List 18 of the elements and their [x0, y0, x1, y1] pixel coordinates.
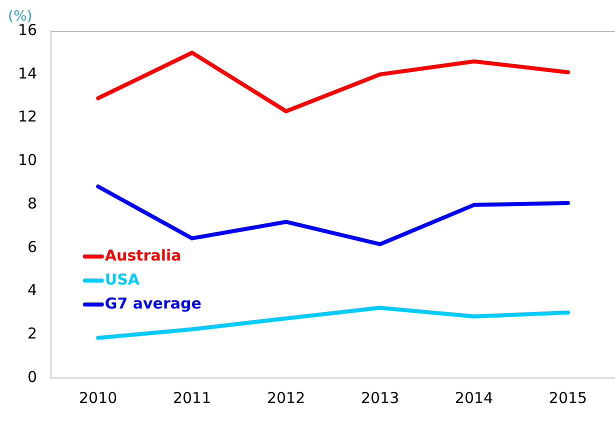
y-tick-label: 12 [18, 108, 38, 126]
y-tick-label: 14 [18, 64, 38, 82]
legend-label: Australia [104, 246, 182, 264]
x-tick-label: 2012 [266, 388, 306, 407]
x-tick-label: 2014 [454, 388, 494, 407]
legend-label: G7 average [104, 294, 202, 312]
y-tick-label: 4 [28, 281, 38, 300]
x-tick-label: 2015 [548, 388, 588, 407]
y-tick-label: 2 [28, 324, 38, 343]
x-tick-label: 2013 [360, 388, 400, 407]
y-tick-label: 0 [28, 368, 38, 386]
y-tick-label: 8 [28, 194, 38, 212]
y-tick-label: 6 [28, 238, 38, 256]
y-tick-label: 10 [18, 151, 38, 170]
y-axis-title: (%) [8, 8, 32, 25]
legend-label: USA [104, 270, 140, 288]
x-tick-label: 2011 [172, 388, 212, 407]
x-tick-label: 2010 [78, 388, 118, 407]
